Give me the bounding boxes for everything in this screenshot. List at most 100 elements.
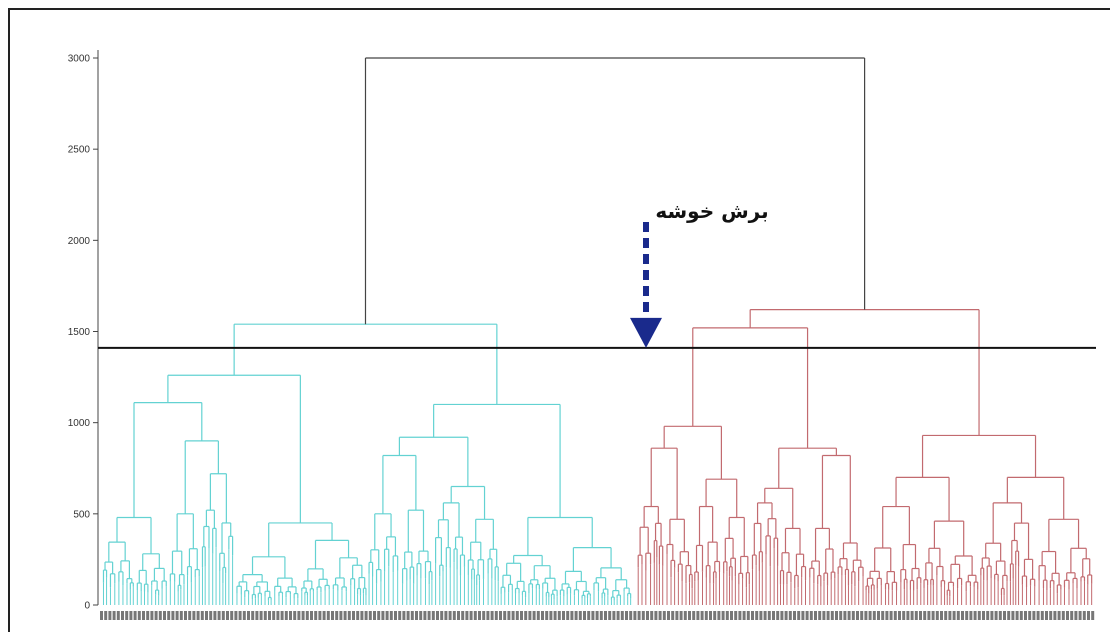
x-tick-mark: [944, 611, 948, 620]
x-tick-mark: [415, 611, 418, 620]
x-tick-mark: [398, 611, 402, 620]
x-tick-mark: [562, 611, 565, 620]
x-tick-mark: [1074, 611, 1078, 620]
x-tick-mark: [877, 611, 880, 620]
x-tick-mark: [427, 611, 431, 620]
y-axis: 0 500 1000 1500 2000 2500 3000: [68, 50, 99, 612]
x-tick-mark: [377, 611, 381, 620]
x-tick-mark: [1007, 611, 1011, 620]
x-tick-mark: [347, 611, 351, 620]
x-tick-mark: [280, 611, 284, 620]
x-tick-mark: [604, 611, 607, 620]
x-tick-mark: [725, 611, 729, 620]
x-tick-mark: [717, 611, 721, 620]
x-tick-mark: [356, 611, 360, 620]
x-tick-mark: [238, 611, 242, 620]
x-tick-mark: [927, 611, 931, 620]
x-tick-mark: [675, 611, 679, 620]
x-tick-mark: [410, 611, 414, 620]
x-tick-mark: [990, 611, 994, 620]
x-tick-mark: [952, 611, 956, 620]
x-tick-mark: [137, 611, 141, 620]
x-tick-mark: [797, 611, 801, 620]
x-tick-mark: [394, 611, 397, 620]
x-tick-mark: [503, 611, 507, 620]
x-tick-mark: [625, 611, 628, 620]
x-tick-mark: [402, 611, 406, 620]
x-tick-mark: [688, 611, 691, 620]
x-tick-mark: [448, 611, 452, 620]
y-tick-label: 3000: [68, 54, 91, 65]
x-tick-mark: [373, 611, 376, 620]
x-tick-mark: [406, 611, 410, 620]
x-tick-mark: [608, 611, 612, 620]
x-tick-mark: [805, 611, 809, 620]
x-tick-mark: [898, 611, 901, 620]
x-tick-mark: [1049, 611, 1053, 620]
root-link: [364, 57, 866, 325]
x-tick-mark: [217, 611, 221, 620]
x-tick-mark: [961, 611, 964, 620]
x-tick-mark: [906, 611, 910, 620]
x-tick-mark: [352, 611, 355, 620]
x-tick-mark: [860, 611, 864, 620]
x-tick-mark: [919, 611, 922, 620]
x-tick-mark: [436, 611, 439, 620]
y-tick-label: 0: [84, 601, 90, 612]
x-tick-mark: [528, 611, 532, 620]
x-tick-labels: [100, 611, 1095, 620]
x-tick-mark: [490, 611, 494, 620]
x-tick-mark: [620, 611, 624, 620]
x-tick-mark: [835, 611, 838, 620]
x-tick-mark: [419, 611, 423, 620]
x-tick-mark: [154, 611, 158, 620]
x-tick-mark: [704, 611, 708, 620]
x-tick-mark: [385, 611, 389, 620]
x-tick-mark: [767, 611, 771, 620]
x-tick-mark: [457, 611, 460, 620]
x-tick-mark: [646, 611, 649, 620]
x-tick-mark: [494, 611, 498, 620]
x-tick-mark: [343, 611, 347, 620]
x-tick-mark: [1032, 611, 1036, 620]
x-tick-mark: [881, 611, 885, 620]
x-tick-mark: [956, 611, 960, 620]
x-tick-mark: [570, 611, 574, 620]
x-tick-mark: [599, 611, 603, 620]
x-tick-mark: [310, 611, 313, 620]
x-tick-mark: [826, 611, 830, 620]
y-tick-label: 1000: [68, 418, 91, 429]
x-tick-mark: [654, 611, 658, 620]
x-tick-mark: [272, 611, 276, 620]
x-tick-mark: [142, 611, 145, 620]
x-tick-mark: [297, 611, 301, 620]
x-tick-mark: [452, 611, 456, 620]
x-tick-mark: [977, 611, 981, 620]
x-tick-mark: [251, 611, 255, 620]
x-tick-mark: [129, 611, 133, 620]
cluster-cut-label: برش خوشه: [655, 199, 768, 223]
x-tick-mark: [671, 611, 675, 620]
x-tick-mark: [730, 611, 733, 620]
x-tick-mark: [738, 611, 742, 620]
x-tick-mark: [982, 611, 985, 620]
x-tick-mark: [473, 611, 477, 620]
x-tick-mark: [746, 611, 750, 620]
x-tick-mark: [591, 611, 595, 620]
x-tick-mark: [557, 611, 561, 620]
x-tick-mark: [108, 611, 112, 620]
x-tick-mark: [587, 611, 591, 620]
x-tick-mark: [692, 611, 696, 620]
x-tick-mark: [885, 611, 889, 620]
x-tick-mark: [641, 611, 645, 620]
x-tick-mark: [700, 611, 704, 620]
x-tick-mark: [284, 611, 288, 620]
x-tick-mark: [305, 611, 309, 620]
x-tick-mark: [1053, 611, 1057, 620]
x-tick-mark: [1028, 611, 1032, 620]
x-tick-mark: [259, 611, 263, 620]
x-tick-mark: [549, 611, 553, 620]
x-tick-mark: [423, 611, 427, 620]
x-tick-mark: [301, 611, 305, 620]
x-tick-mark: [994, 611, 998, 620]
